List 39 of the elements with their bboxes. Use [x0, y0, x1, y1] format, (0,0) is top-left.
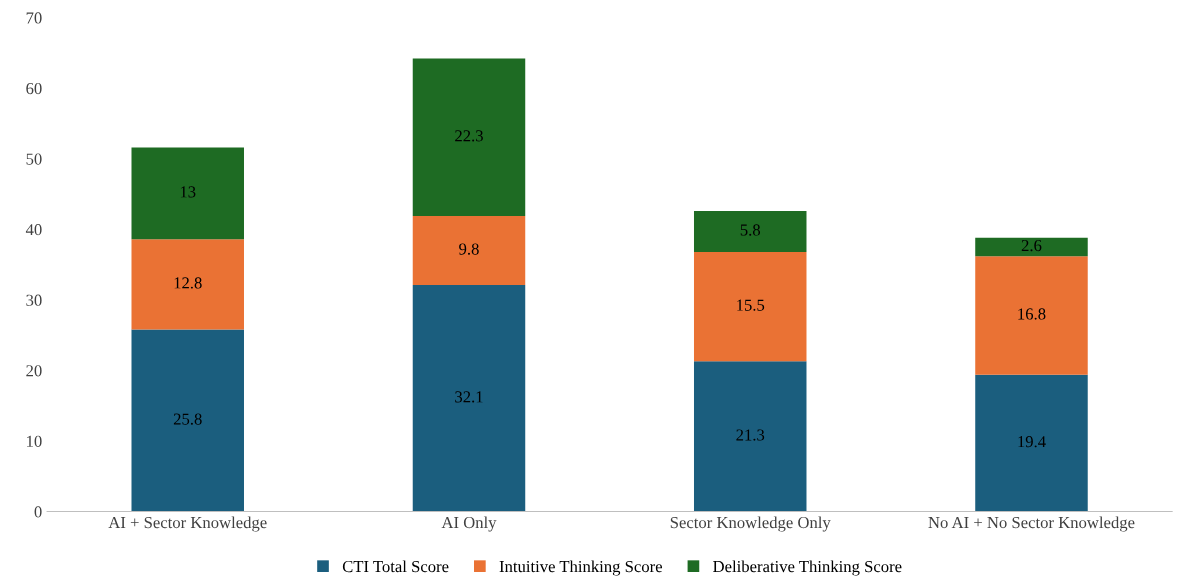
y-tick-label: 0 [34, 506, 42, 518]
data-label: 32.1 [455, 391, 483, 403]
bar [693, 361, 807, 512]
data-label: 22.3 [455, 130, 483, 142]
bar [412, 215, 526, 286]
x-tick-label: AI + Sector Knowledge [108, 516, 267, 532]
y-tick-label: 60 [26, 82, 42, 95]
bar [975, 256, 1088, 375]
legend-label: Intuitive Thinking Score [499, 560, 663, 576]
bar [131, 147, 244, 240]
x-tick-label: Sector Knowledge Only [670, 516, 831, 532]
data-label: 25.8 [173, 413, 202, 425]
data-label: 13 [180, 186, 196, 198]
y-tick-label: 50 [26, 153, 42, 165]
y-tick-label: 30 [26, 294, 42, 306]
bar [693, 210, 807, 252]
x-tick-label: AI Only [441, 516, 497, 532]
data-label: 2.6 [1021, 239, 1042, 252]
y-tick-label: 70 [26, 12, 42, 24]
bar [975, 237, 1088, 257]
legend-label: Deliberative Thinking Score [713, 560, 902, 576]
data-label: 15.5 [737, 299, 765, 311]
bar [975, 374, 1088, 512]
bar [131, 329, 244, 512]
data-label: 5.8 [740, 224, 761, 236]
bar [131, 239, 244, 330]
y-tick-label: 40 [25, 224, 42, 236]
bar [412, 285, 526, 512]
data-label: 19.4 [1018, 436, 1046, 448]
x-tick-label: No AI + No Sector Knowledge [928, 516, 1135, 532]
bar [412, 58, 526, 216]
data-label: 21.3 [736, 429, 765, 441]
data-label: 9.8 [459, 243, 479, 255]
y-tick-label: 10 [27, 435, 42, 447]
bar [693, 251, 807, 362]
data-label: 12.8 [174, 277, 202, 289]
legend-label: CTI Total Score [342, 560, 449, 573]
data-label: 16.8 [1018, 308, 1046, 320]
y-tick-label: 20 [26, 365, 42, 377]
